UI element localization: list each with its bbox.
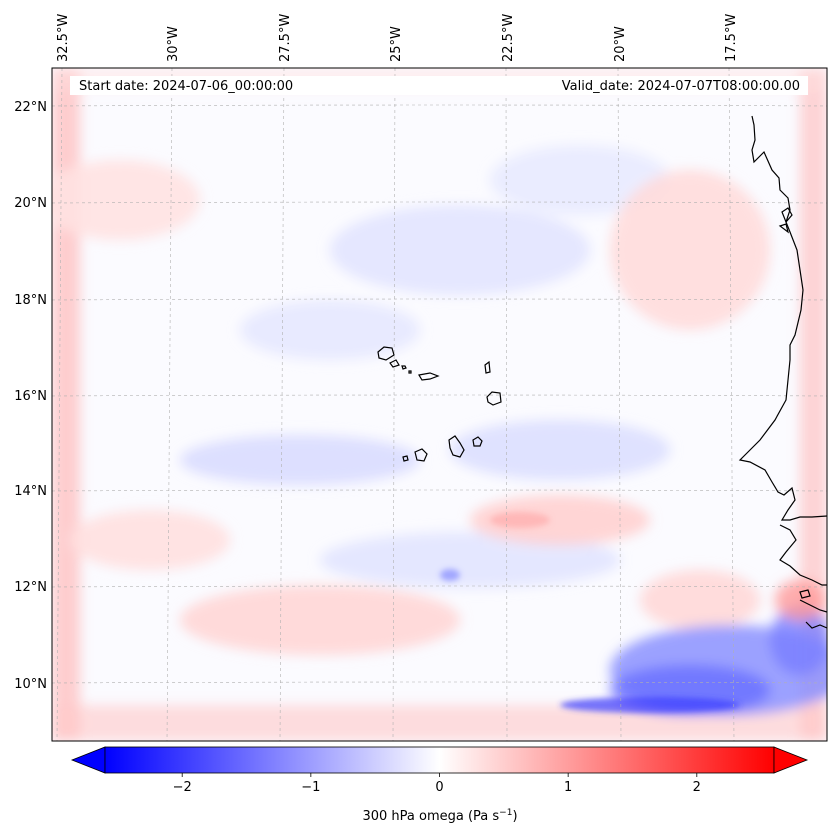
latitude-label: 20°N [14,196,47,211]
colorbar-tick-label: 0 [435,780,443,795]
latitude-gridline [52,681,827,684]
omega-blue-patch [490,145,670,215]
colorbar: −2 −1 0 1 2 300 hPa omega (Pa s−1) [70,746,809,824]
longitude-gridline [728,68,735,741]
longitude-gridline [392,68,396,741]
longitude-label: 32.5°W [56,14,71,62]
latitude-labels: 22°N 20°N 18°N 16°N 14°N 12°N 10°N [14,100,47,692]
coastline-islet [799,589,811,599]
omega-red-patch [52,160,200,240]
african-coastline [738,115,827,521]
african-coastline [805,621,827,629]
longitude-label: 30°W [166,26,181,62]
longitude-gridline [617,68,622,741]
colorbar-label-close: ) [512,809,517,824]
cape-verde-island [484,360,491,374]
longitude-label: 22.5°W [501,14,516,62]
cape-verde-island [389,359,400,368]
omega-red-streak [490,512,550,528]
omega-red-patch [610,170,770,330]
cape-verde-island [401,365,407,370]
latitude-gridline [52,104,827,107]
longitude-labels: 32.5°W 30°W 27.5°W 25°W 22.5°W 20°W 17.5… [56,14,739,62]
colorbar-label-exponent: −1 [499,808,512,818]
cape-verde-island [402,455,409,462]
longitude-gridline [166,68,173,741]
map-panel: Start date: 2024-07-06_00:00:00 Valid_da… [52,68,827,741]
map-frame [51,67,828,742]
latitude-gridline [52,394,827,397]
longitude-label: 27.5°W [278,14,293,62]
omega-blue-streak [560,697,740,713]
colorbar-max-extend [773,746,809,774]
latitude-gridline [52,585,827,588]
omega-blue-patch [320,532,620,588]
start-date-text: Start date: 2024-07-06_00:00:00 [79,79,293,94]
longitude-label: 25°W [389,26,404,62]
cape-verde-island [486,391,502,406]
longitude-label: 17.5°W [724,14,739,62]
cape-verde-island [414,448,428,462]
african-coastline [779,524,827,586]
map-gridlines [52,68,827,741]
cape-verde-island [408,370,412,374]
date-banner-background [70,76,808,95]
colorbar-gradient [104,746,775,774]
african-coastline [799,599,827,613]
omega-field-detail [440,512,740,713]
latitude-label: 10°N [14,677,47,692]
colorbar-label-text: 300 hPa omega (Pa s [362,809,499,824]
omega-red-patch [470,495,650,545]
coastline-islet [781,207,793,224]
cape-verde-island [418,372,440,381]
latitude-gridline [52,489,827,492]
longitude-gridline [505,68,508,741]
latitude-label: 16°N [14,389,47,404]
colorbar-tick-label: 2 [693,780,701,795]
latitude-label: 18°N [14,293,47,308]
longitude-label: 20°W [613,26,628,62]
colorbar-tick-label: −2 [173,780,192,795]
omega-blue-patch [180,435,420,485]
omega-red-patch [70,510,230,570]
cape-verde-island [472,436,483,447]
cape-verde-island [377,346,395,361]
valid-date-text: Valid_date: 2024-07-07T08:00:00.00 [562,79,800,94]
cape-verde-island [448,435,465,458]
coastlines [377,115,827,629]
omega-blue-patch [450,420,670,480]
colorbar-ticks: −2 −1 0 1 2 [173,773,701,795]
omega-red-patch [180,585,460,655]
colorbar-tick-label: −1 [301,780,320,795]
latitude-label: 22°N [14,100,47,115]
coastline-islet [778,223,789,234]
colorbar-min-extend [70,746,106,774]
latitude-label: 14°N [14,484,47,499]
omega-blue-patch [240,300,420,360]
longitude-gridline [279,68,285,741]
omega-strong-blue-region [770,605,827,675]
colorbar-label: 300 hPa omega (Pa s−1) [362,808,517,824]
omega-blue-patch [330,205,590,295]
latitude-gridline [52,298,827,301]
latitude-gridline [52,201,827,204]
colorbar-tick-label: 1 [564,780,572,795]
omega-blue-streak [440,569,460,581]
omega-red-patch [640,570,760,630]
latitude-label: 12°N [14,580,47,595]
longitude-gridline [56,68,63,741]
